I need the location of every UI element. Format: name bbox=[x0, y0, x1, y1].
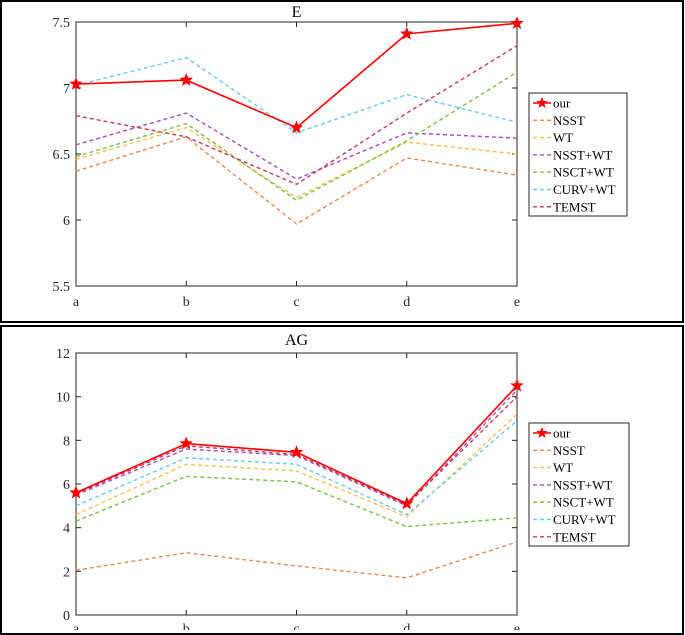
y-tick-label: 12 bbox=[56, 347, 70, 362]
y-tick-label: 0 bbox=[63, 609, 70, 624]
legend-star-icon bbox=[536, 427, 548, 438]
legend-label: WT bbox=[553, 130, 573, 145]
legend-label: NSCT+WT bbox=[553, 165, 614, 180]
legend-star-icon bbox=[536, 97, 548, 108]
series-line-temst bbox=[75, 45, 518, 186]
y-tick-label: 6.5 bbox=[53, 148, 71, 163]
x-tick-label: d bbox=[403, 622, 410, 630]
x-tick-label: d bbox=[403, 295, 410, 310]
legend-label: NSST+WT bbox=[553, 147, 612, 162]
chart-title: E bbox=[292, 4, 302, 21]
data-point-star bbox=[179, 72, 194, 86]
series-line-nsst-plus-wt bbox=[75, 389, 518, 507]
series-line-our bbox=[75, 22, 518, 129]
legend-box bbox=[528, 92, 628, 217]
data-point-star bbox=[399, 26, 414, 40]
series-line-nsst bbox=[75, 541, 518, 579]
plot-area-box bbox=[75, 21, 518, 287]
chart-e: E 5.5 6 6.5 7 7.5 a b c d e our NSST WT NSST+WT NSCT+WT… bbox=[53, 4, 628, 310]
y-tick-label: 7.5 bbox=[53, 16, 71, 31]
data-point-star bbox=[510, 16, 524, 30]
series-line-nsst bbox=[75, 136, 518, 225]
x-tick-label: b bbox=[183, 295, 190, 310]
x-tick-label: b bbox=[183, 622, 190, 630]
y-tick-label: 8 bbox=[63, 434, 70, 449]
y-tick-label: 7 bbox=[63, 82, 70, 97]
x-tick-label: e bbox=[514, 295, 520, 310]
y-tick-label: 5.5 bbox=[53, 280, 71, 295]
legend-label: TEMST bbox=[553, 199, 596, 214]
series-line-wt bbox=[75, 126, 518, 199]
legend-label: NSST bbox=[553, 113, 585, 128]
legend-label: CURV+WT bbox=[553, 512, 616, 527]
legend-box bbox=[528, 422, 630, 547]
x-tick-label: c bbox=[293, 622, 299, 630]
data-point-star bbox=[510, 378, 524, 392]
chart-ag: AG 0 2 4 6 8 10 12 a b c d e our NSST WT NSST+WT NSCT+WT C… bbox=[56, 332, 630, 630]
y-tick-label: 10 bbox=[56, 391, 70, 406]
series-line-nsst-plus-wt bbox=[75, 112, 518, 180]
series-line-curv-plus-wt bbox=[75, 420, 518, 516]
series-line-our bbox=[75, 385, 518, 505]
data-point-star bbox=[69, 485, 83, 499]
legend-label: NSST bbox=[553, 443, 585, 458]
legend-label: NSCT+WT bbox=[553, 495, 614, 510]
legend-label: NSST+WT bbox=[553, 477, 612, 492]
data-point-star bbox=[289, 120, 304, 134]
series-line-curv-plus-wt bbox=[75, 56, 518, 134]
y-tick-label: 4 bbox=[63, 522, 70, 537]
data-point-star bbox=[69, 76, 83, 90]
legend-label: TEMST bbox=[553, 529, 596, 544]
y-tick-label: 2 bbox=[63, 565, 70, 580]
legend-label: CURV+WT bbox=[553, 182, 616, 197]
x-tick-label: a bbox=[73, 295, 80, 310]
series-line-nsct-plus-wt bbox=[75, 71, 518, 202]
legend-label: our bbox=[553, 426, 571, 441]
x-tick-label: a bbox=[73, 622, 80, 630]
y-tick-label: 6 bbox=[63, 214, 70, 229]
x-tick-label: c bbox=[293, 295, 299, 310]
data-point-star bbox=[399, 496, 414, 510]
series-line-nsct-plus-wt bbox=[75, 475, 518, 528]
series-line-temst bbox=[75, 396, 518, 506]
legend-label: our bbox=[553, 96, 571, 111]
chart-title: AG bbox=[285, 332, 309, 349]
data-point-star bbox=[179, 436, 194, 450]
data-point-star bbox=[289, 445, 304, 459]
y-tick-label: 6 bbox=[63, 478, 70, 493]
legend-label: WT bbox=[553, 460, 573, 475]
x-tick-label: e bbox=[514, 622, 520, 630]
